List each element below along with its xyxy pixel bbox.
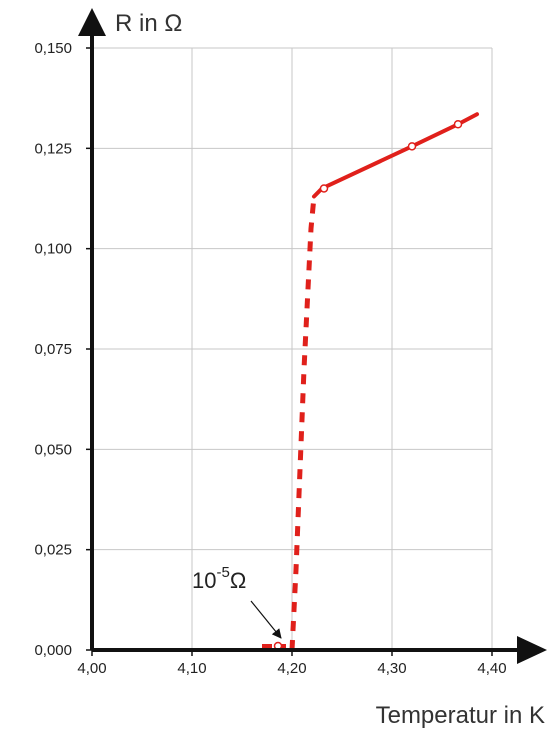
series-line-transition <box>289 196 317 651</box>
annotation-pointer <box>250 600 282 639</box>
x-tick-label: 4,30 <box>377 660 406 677</box>
annotation-label: 10-5Ω <box>192 564 246 593</box>
y-tick-label: 0,150 <box>34 40 72 57</box>
x-axis-arrow <box>517 636 547 664</box>
exponent-annotation: 10-5Ω <box>192 564 282 639</box>
series-line-normal <box>312 112 479 199</box>
series <box>262 112 479 651</box>
y-tick-label: 0,000 <box>34 642 72 659</box>
y-tick-label: 0,075 <box>34 341 72 358</box>
x-tick-label: 4,00 <box>77 660 106 677</box>
y-axis-ticks: 0,000 0,025 0,050 0,075 0,100 0,125 0,150 <box>34 40 92 659</box>
y-axis-title: R in Ω <box>115 10 182 37</box>
x-tick-label: 4,40 <box>477 660 506 677</box>
annotation-unit: Ω <box>230 568 246 593</box>
grid <box>92 47 493 650</box>
y-tick-label: 0,025 <box>34 542 72 559</box>
data-point <box>319 184 329 193</box>
y-tick-label: 0,125 <box>34 140 72 157</box>
y-tick-label: 0,050 <box>34 441 72 458</box>
annotation-exponent: -5 <box>216 564 229 581</box>
annotation-base: 10 <box>192 568 216 593</box>
x-tick-label: 4,10 <box>177 660 206 677</box>
data-point <box>453 120 463 129</box>
y-axis-arrow <box>78 8 106 36</box>
y-tick-label: 0,100 <box>34 241 72 258</box>
x-axis-title: Temperatur in K <box>376 702 545 729</box>
axes <box>78 8 547 664</box>
x-tick-label: 4,20 <box>277 660 306 677</box>
x-axis-ticks: 4,00 4,10 4,20 4,30 4,40 <box>77 650 507 677</box>
data-point <box>407 142 417 151</box>
